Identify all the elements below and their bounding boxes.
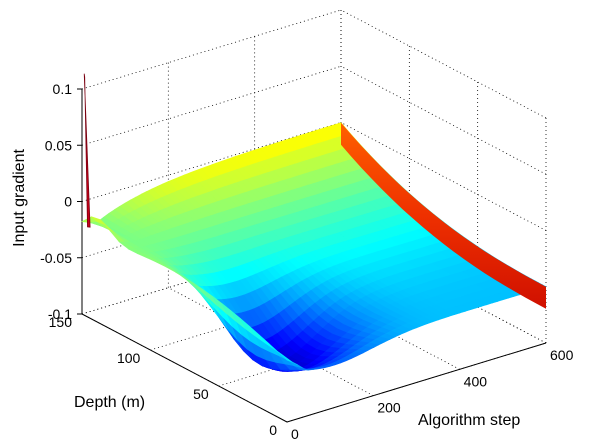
x-tick-label: 600 [550, 347, 574, 363]
z-gridline [340, 9, 547, 119]
surface-mesh [81, 73, 547, 372]
y-tick-label: 100 [117, 350, 141, 366]
z-gridline [81, 65, 342, 146]
y-tick-label: 50 [193, 386, 209, 402]
z-tick-label: -0.1 [48, 306, 72, 322]
y-tick-label: 150 [49, 314, 73, 330]
surface-spike [83, 73, 91, 228]
x-axis-label: Algorithm step [418, 412, 520, 429]
tick-labels: -0.1 -0.05 0 0.05 0.1 0 50 100 150 0 200 400 600 [40, 81, 573, 442]
x-axis-line [286, 342, 547, 423]
y-axis-label: Depth (m) [74, 394, 145, 411]
y-axis-line [81, 313, 288, 423]
surface-front-edge [341, 122, 546, 309]
surface-cell [277, 351, 293, 363]
z-tick-label: 0.05 [45, 137, 72, 153]
z-tick-label: -0.05 [40, 250, 72, 266]
z-axis-label: Input gradient [11, 149, 28, 247]
x-tick-label: 0 [291, 426, 299, 442]
z-tick-label: 0.1 [53, 81, 73, 97]
x-tick-label: 200 [377, 400, 401, 416]
x-tick-label: 400 [464, 373, 488, 389]
z-tick-label: 0 [64, 194, 72, 210]
y-tick-label: 0 [269, 422, 277, 438]
z-gridline [81, 9, 342, 90]
